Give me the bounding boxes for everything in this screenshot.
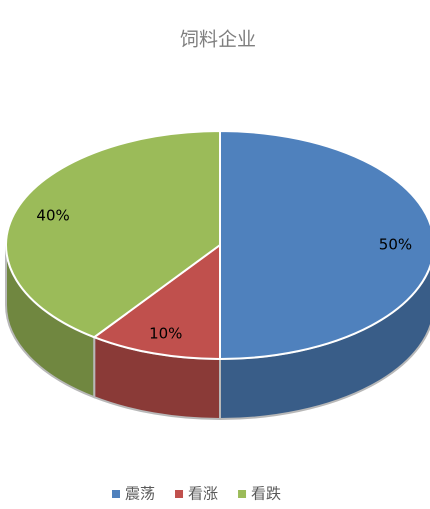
- data-label: 40%: [36, 207, 69, 225]
- data-label: 10%: [149, 324, 182, 342]
- legend-label: 震荡: [125, 485, 155, 503]
- chart-title: 饲料企业: [180, 29, 256, 51]
- pie-slice: [5, 129, 221, 339]
- legend-marker: [238, 490, 247, 498]
- legend-label: 看涨: [188, 485, 218, 503]
- legend-label: 看跌: [251, 485, 281, 503]
- legend-marker: [175, 490, 184, 498]
- data-label: 50%: [379, 236, 412, 254]
- pie-slice: [219, 129, 430, 361]
- legend-marker: [112, 490, 120, 498]
- pie-slice: [92, 243, 221, 361]
